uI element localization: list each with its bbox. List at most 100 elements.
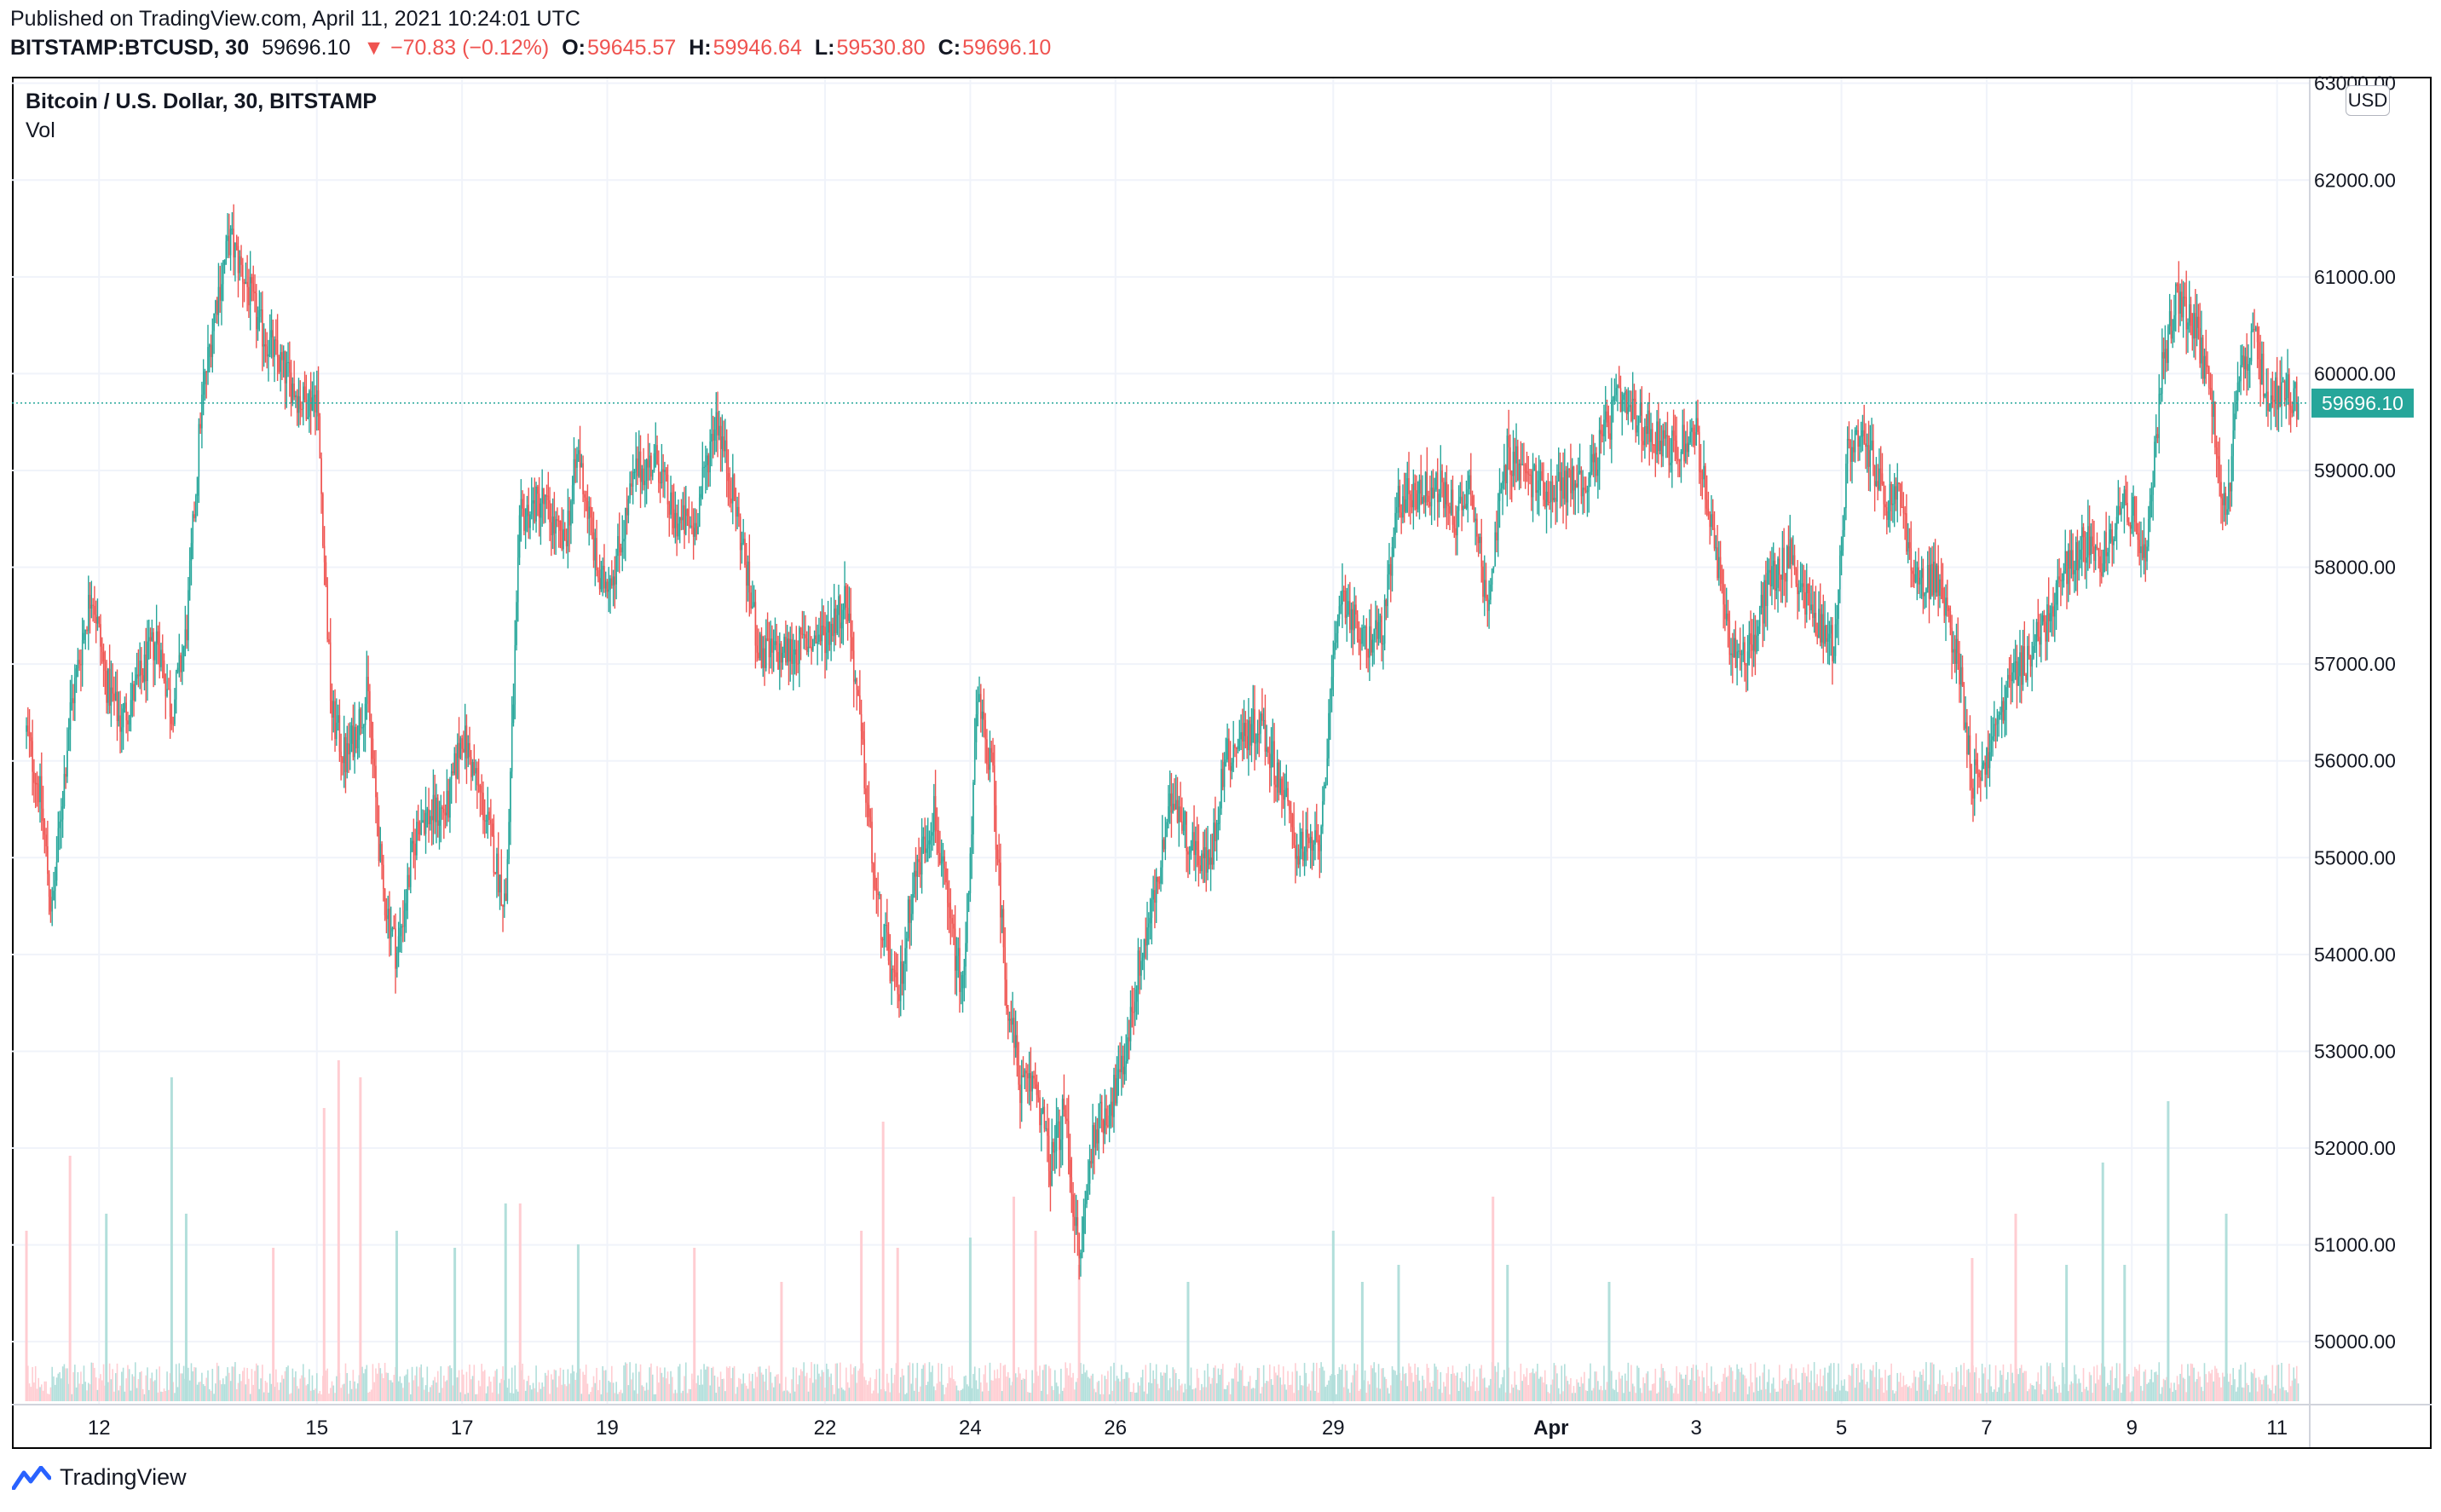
volume-bar	[2010, 1364, 2012, 1401]
volume-bar	[2208, 1371, 2210, 1401]
candle-body	[1329, 690, 1331, 713]
candle-body	[512, 704, 515, 724]
volume-bar	[2051, 1388, 2053, 1401]
candle-body	[2114, 529, 2116, 540]
volume-bar	[700, 1369, 702, 1401]
volume-bar	[1854, 1388, 1856, 1401]
candle-body	[372, 738, 374, 759]
candle-body	[1137, 950, 1140, 990]
volume-bar	[691, 1373, 693, 1401]
volume-bar	[1411, 1372, 1413, 1401]
candle-body	[2193, 313, 2195, 339]
volume-bar	[268, 1392, 269, 1401]
candle-body	[1141, 957, 1144, 961]
volume-bar	[1676, 1365, 1677, 1401]
volume-bar	[443, 1376, 445, 1401]
candle-body	[1947, 597, 1948, 609]
candle-body	[662, 469, 664, 472]
volume-bar	[2049, 1363, 2051, 1401]
candle-body	[1750, 633, 1751, 645]
candle-body	[1346, 615, 1348, 618]
volume-spike	[576, 1244, 580, 1401]
volume-bar	[293, 1377, 295, 1401]
volume-bar	[626, 1363, 628, 1401]
y-tick-label: 50000.00	[2314, 1330, 2396, 1353]
candle-body	[1037, 1094, 1040, 1098]
volume-bar	[356, 1383, 359, 1401]
candle-body	[485, 820, 488, 822]
open-label: O:	[562, 36, 586, 60]
candle-body	[125, 702, 127, 721]
candle-body	[1987, 747, 1989, 769]
volume-bar	[1913, 1370, 1915, 1401]
volume-bar	[877, 1393, 879, 1401]
volume-bar	[1379, 1388, 1382, 1401]
candle-body	[1676, 440, 1677, 459]
volume-bar	[1246, 1386, 1248, 1401]
candle-body	[1494, 532, 1496, 567]
candle-body	[504, 893, 505, 907]
volume-bar	[832, 1384, 834, 1401]
currency-button[interactable]: USD	[2346, 85, 2390, 116]
volume-bar	[789, 1393, 792, 1401]
volume-bar	[1912, 1382, 1913, 1401]
volume-bar	[1457, 1390, 1460, 1401]
candle-body	[1721, 569, 1723, 584]
volume-bar	[2115, 1363, 2118, 1401]
candle-body	[1223, 761, 1226, 788]
candle-body	[1524, 465, 1526, 471]
ohlc-header: BITSTAMP:BTCUSD, 30 59696.10 ▼ −70.83 (−…	[10, 36, 1058, 61]
candle-body	[282, 351, 285, 361]
candle-body	[850, 613, 852, 638]
volume-bar	[1555, 1365, 1556, 1401]
volume-bar	[1223, 1388, 1226, 1401]
volume-bar	[1328, 1380, 1330, 1401]
footer-logo[interactable]: TradingView	[12, 1464, 187, 1491]
volume-bar	[637, 1394, 638, 1401]
volume-bar	[1998, 1387, 2000, 1401]
volume-bar	[736, 1387, 738, 1401]
candle-body	[528, 505, 530, 528]
candle-body	[90, 604, 93, 609]
volume-bar	[2099, 1375, 2101, 1401]
candle-body	[608, 589, 610, 592]
candle-body	[561, 530, 563, 550]
candle-body	[355, 726, 357, 749]
candle-body	[170, 716, 173, 724]
candle-body	[2143, 544, 2145, 558]
candle-body	[1324, 784, 1327, 786]
candle-body	[1338, 606, 1341, 619]
x-tick-label: 3	[1691, 1417, 1702, 1440]
volume-bar	[697, 1375, 699, 1401]
volume-bar	[567, 1369, 569, 1401]
volume-bar	[1846, 1391, 1849, 1401]
volume-bar	[222, 1378, 224, 1401]
candle-body	[75, 668, 78, 678]
candle-body	[48, 874, 50, 897]
volume-bar	[980, 1382, 982, 1401]
candle-body	[844, 586, 845, 610]
volume-bar	[1953, 1386, 1954, 1401]
volume-bar	[228, 1372, 230, 1401]
volume-bar	[1631, 1383, 1634, 1401]
candle-body	[2055, 583, 2057, 605]
candle-body	[322, 493, 324, 546]
candle-body	[499, 874, 501, 893]
volume-bar	[391, 1382, 394, 1401]
volume-bar	[128, 1369, 130, 1401]
candle-body	[1730, 653, 1732, 655]
candle-body	[1443, 482, 1445, 509]
candle-body	[1290, 810, 1292, 814]
candle-body	[1942, 588, 1944, 603]
volume-bar	[989, 1362, 991, 1401]
volume-bar	[537, 1392, 539, 1401]
candle-body	[1030, 1073, 1032, 1092]
volume-bar	[688, 1388, 690, 1401]
candle-body	[2119, 505, 2121, 515]
candle-body	[602, 565, 603, 570]
candle-body	[897, 977, 899, 995]
volume-bar	[362, 1373, 365, 1401]
candle-body	[160, 649, 162, 667]
candle-body	[1515, 446, 1517, 464]
